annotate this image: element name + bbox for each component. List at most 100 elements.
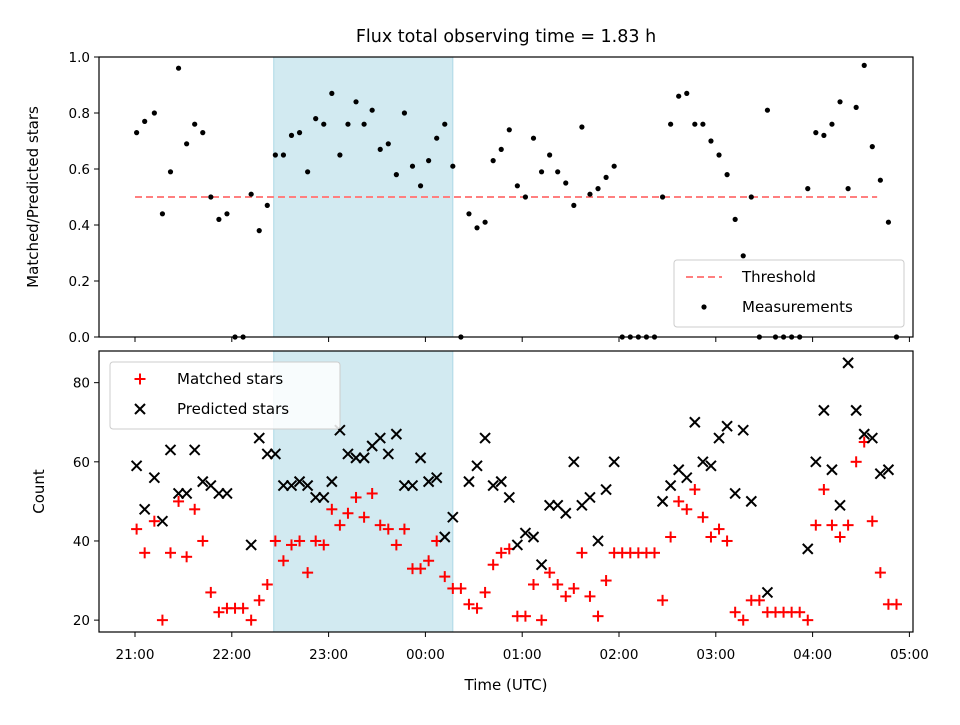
measurement-point (748, 194, 754, 200)
matched-star-point (721, 535, 733, 547)
ratio-y-axis-label: Matched/Predicted stars (24, 106, 42, 288)
measurement-point (482, 219, 488, 225)
matched-star-point (302, 567, 314, 579)
measurement-point (224, 211, 230, 217)
predicted-star-point (705, 460, 717, 472)
matched-star-point (382, 523, 394, 535)
y-tick-label: 0.4 (69, 218, 90, 234)
predicted-star-point (810, 456, 822, 468)
y-tick-label: 1.0 (69, 50, 90, 66)
measurement-point (417, 183, 424, 189)
measurement-point (288, 132, 295, 138)
measurement-point (313, 116, 319, 122)
measurement-point (805, 186, 811, 192)
predicted-star-point (414, 452, 427, 464)
predicted-star-point (721, 420, 733, 432)
predicted-star-point (882, 464, 895, 476)
matched-star-point (592, 610, 604, 622)
measurement-point (184, 141, 190, 147)
matched-star-point (673, 495, 685, 507)
predicted-star-point (519, 527, 532, 539)
measurement-point (409, 163, 416, 169)
matched-star-point (310, 535, 322, 547)
measurement-point (490, 158, 496, 164)
matched-star-point (600, 575, 612, 587)
measurement-point (151, 110, 157, 116)
measurement-point (595, 186, 601, 192)
matched-star-point (261, 579, 273, 591)
measurement-point (571, 202, 577, 208)
predicted-star-point (527, 531, 540, 543)
predicted-star-point (197, 475, 209, 488)
measurement-point (369, 107, 375, 113)
measurement-point (579, 124, 585, 130)
predicted-star-point (842, 357, 854, 369)
predicted-star-point (656, 495, 669, 508)
measurement-point (442, 121, 448, 127)
measurement-point (668, 121, 674, 127)
matched-star-point (342, 507, 354, 519)
predicted-star-point (463, 475, 475, 488)
y-tick-label: 60 (73, 455, 90, 471)
x-tick-label: 04:00 (793, 647, 832, 663)
x-tick-label: 03:00 (696, 647, 735, 663)
measurement-point (329, 90, 335, 96)
measurement-point (740, 253, 746, 259)
y-tick-label: 0.6 (69, 162, 90, 178)
matched-star-point (519, 610, 531, 622)
predicted-star-point (342, 448, 354, 460)
predicted-star-point (374, 432, 386, 444)
matched-star-point (479, 586, 491, 598)
predicted-star-point (600, 483, 612, 496)
legend-label: Threshold (741, 268, 816, 286)
measurement-point (538, 169, 545, 175)
predicted-star-point (697, 456, 709, 468)
measurement-point (377, 146, 383, 152)
measurement-point (167, 169, 174, 175)
matched-star-point (366, 487, 378, 499)
measurement-point (142, 118, 148, 124)
x-tick-label: 01:00 (503, 647, 542, 663)
measurement-point (724, 172, 730, 178)
measurement-point (684, 90, 690, 96)
measurement-point (353, 99, 359, 105)
matched-star-point (423, 555, 435, 567)
matched-star-point (358, 511, 370, 523)
measurement-point (813, 130, 819, 136)
measurement-point (716, 152, 722, 158)
chart-title: Flux total observing time = 1.83 h (356, 27, 656, 47)
measurement-point (853, 104, 859, 110)
legend-box (109, 361, 341, 430)
measurement-point (692, 121, 698, 127)
predicted-star-point (479, 432, 491, 444)
predicted-star-point (156, 515, 169, 527)
legend-swatch (701, 304, 707, 310)
measurement-point (256, 228, 262, 234)
predicted-star-point (818, 404, 830, 417)
measurement-point (264, 202, 270, 208)
matched-star-point (794, 606, 806, 618)
count-axes-frame (98, 350, 914, 633)
predicted-star-point (180, 487, 193, 500)
ratio-y-ticks: 0.0 0.2 0.4 0.6 0.8 1.0 (69, 50, 99, 346)
predicted-star-point (866, 432, 879, 444)
measurement-point (885, 219, 892, 225)
measurement-point (248, 191, 254, 197)
measurement-point (587, 191, 593, 197)
predicted-star-point (188, 444, 201, 456)
measurement-point (337, 152, 343, 158)
predicted-star-point (503, 491, 516, 504)
matched-star-point (318, 539, 330, 551)
measurement-point (676, 93, 682, 99)
matched-star-point (689, 484, 701, 496)
matched-star-point (415, 563, 427, 575)
matched-star-point (205, 586, 217, 598)
measurement-point (450, 163, 456, 169)
predicted-star-point (584, 491, 596, 504)
measurement-point (474, 225, 480, 231)
measurement-point (401, 110, 408, 116)
measurement-point (466, 211, 472, 217)
predicted-star-point (293, 475, 306, 488)
measurement-point (837, 99, 843, 105)
